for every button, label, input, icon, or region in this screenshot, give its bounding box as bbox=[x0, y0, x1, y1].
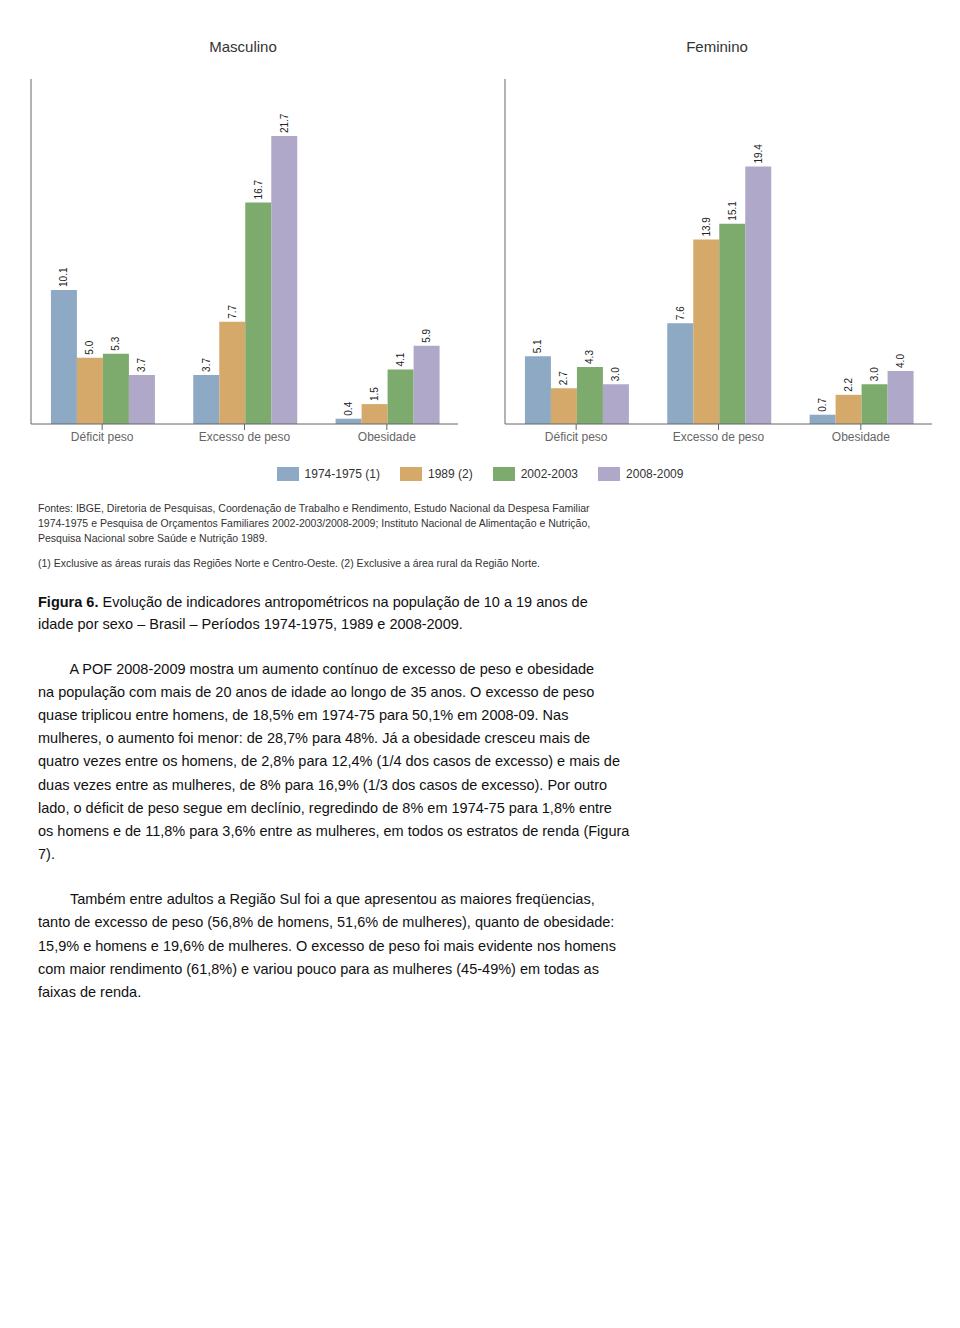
svg-text:1.5: 1.5 bbox=[369, 387, 380, 401]
html-text:Figura 6. Evolução de indicado: Figura 6. Evolução de indicadores antrop… bbox=[38, 593, 588, 633]
svg-text:19.4: 19.4 bbox=[753, 144, 764, 164]
svg-text:3.0: 3.0 bbox=[610, 367, 621, 381]
svg-text:13.9: 13.9 bbox=[701, 217, 712, 237]
svg-text:21.7: 21.7 bbox=[279, 113, 290, 133]
svg-text:4.0: 4.0 bbox=[895, 354, 906, 368]
svg-text:3.7: 3.7 bbox=[136, 358, 147, 372]
svg-text:5.9: 5.9 bbox=[421, 328, 432, 342]
svg-text:2.2: 2.2 bbox=[843, 377, 854, 391]
svg-text:Excesso de peso: Excesso de peso bbox=[199, 430, 291, 444]
svg-text:7.7: 7.7 bbox=[227, 304, 238, 318]
html-text:1989 (2): 1989 (2) bbox=[428, 467, 473, 481]
html-text:2002-2003: 2002-2003 bbox=[520, 467, 578, 481]
html-text:Masculino: Masculino bbox=[209, 38, 277, 55]
svg-text:4.3: 4.3 bbox=[584, 350, 595, 364]
svg-text:16.7: 16.7 bbox=[253, 180, 264, 200]
svg-text:5.1: 5.1 bbox=[532, 339, 543, 353]
svg-text:3.0: 3.0 bbox=[869, 367, 880, 381]
html-text:(1) Exclusive as áreas rurais: (1) Exclusive as áreas rurais das Regiõe… bbox=[38, 556, 540, 569]
svg-text:7.6: 7.6 bbox=[675, 306, 686, 320]
html-text:2008-2009: 2008-2009 bbox=[626, 467, 684, 481]
svg-text:4.1: 4.1 bbox=[395, 352, 406, 366]
svg-text:2.7: 2.7 bbox=[558, 371, 569, 385]
svg-text:0.4: 0.4 bbox=[343, 401, 354, 415]
svg-text:Déficit peso: Déficit peso bbox=[545, 430, 608, 444]
html-text:Fontes: IBGE, Diretoria de Pes: Fontes: IBGE, Diretoria de Pesquisas, Co… bbox=[38, 502, 591, 545]
svg-text:5.3: 5.3 bbox=[110, 336, 121, 350]
svg-text:0.7: 0.7 bbox=[817, 397, 828, 411]
svg-text:10.1: 10.1 bbox=[58, 267, 69, 287]
svg-text:Obesidade: Obesidade bbox=[832, 430, 890, 444]
svg-text:Déficit peso: Déficit peso bbox=[71, 430, 134, 444]
svg-text:Obesidade: Obesidade bbox=[358, 430, 416, 444]
html-text:A POF 2008-2009 mostra um aume: A POF 2008-2009 mostra um aumento contín… bbox=[38, 660, 630, 863]
svg-text:15.1: 15.1 bbox=[727, 201, 738, 221]
html-text:1974-1975 (1): 1974-1975 (1) bbox=[304, 467, 380, 481]
svg-text:Excesso de peso: Excesso de peso bbox=[673, 430, 765, 444]
svg-text:3.7: 3.7 bbox=[201, 358, 212, 372]
html-text:Também entre adultos a Região: Também entre adultos a Região Sul foi a … bbox=[38, 891, 616, 1000]
html-text:Feminino: Feminino bbox=[686, 38, 748, 55]
svg-text:5.0: 5.0 bbox=[84, 340, 95, 354]
